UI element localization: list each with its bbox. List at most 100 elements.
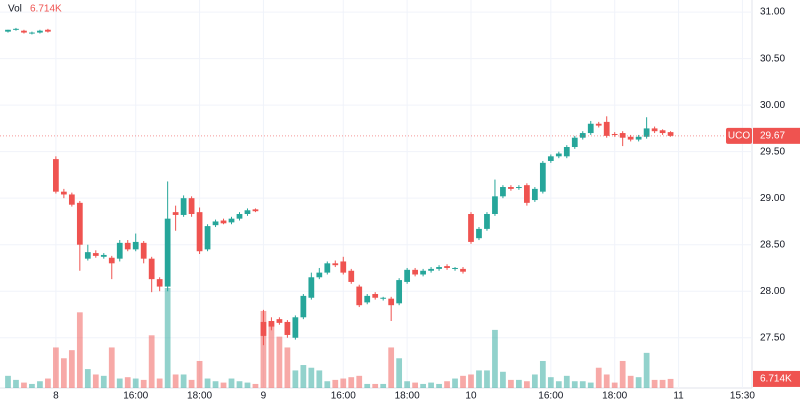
candle-body	[212, 221, 219, 226]
candle-body	[348, 270, 355, 282]
x-tick-label: 16:00	[331, 391, 356, 400]
volume-bar	[252, 383, 259, 388]
candle-body	[29, 32, 35, 34]
candle-body	[524, 185, 530, 203]
volume-bar	[5, 375, 11, 388]
last-volume-label: 6.714K	[760, 374, 792, 385]
volume-bar	[188, 379, 195, 388]
volume-bar	[412, 382, 418, 388]
volume-bar	[508, 379, 514, 388]
volume-bar	[643, 352, 650, 388]
candle-body	[76, 202, 83, 245]
volume-bar	[524, 381, 530, 388]
volume-bar	[220, 382, 227, 388]
y-tick-label: 29.00	[760, 193, 785, 204]
candle-body	[124, 242, 131, 250]
candle-body	[68, 194, 75, 205]
volume-bar	[372, 383, 379, 388]
volume-bar	[436, 383, 442, 388]
volume-bar	[428, 382, 434, 388]
volume-bar	[619, 360, 626, 388]
volume-bar	[627, 375, 634, 388]
candle-body	[228, 218, 235, 223]
candle-body	[308, 277, 315, 298]
candle-body	[260, 321, 267, 336]
candle-body	[204, 226, 211, 250]
volume-bar	[260, 310, 267, 388]
volume-bar	[468, 374, 474, 388]
candle-body	[396, 280, 403, 304]
volume-bar	[356, 375, 363, 388]
volume-bar	[539, 360, 546, 388]
candle-body	[603, 121, 610, 136]
candle-body	[460, 268, 466, 272]
candle-body	[316, 272, 323, 278]
symbol-label: UCO	[728, 130, 750, 141]
candle-body	[484, 214, 490, 229]
volume-bar	[84, 369, 91, 388]
volume-bar	[180, 374, 187, 388]
candle-body	[388, 298, 395, 306]
volume-bar	[108, 347, 115, 388]
candle-body	[340, 261, 347, 273]
volume-bar	[516, 379, 522, 388]
candle-body	[452, 267, 458, 269]
candle-body	[140, 242, 147, 259]
candle-body	[595, 123, 602, 126]
candle-body	[635, 136, 642, 140]
volume-bar	[500, 371, 506, 388]
candle-body	[492, 196, 498, 215]
candle-body	[412, 269, 418, 275]
volume-bar	[547, 377, 554, 388]
candle-body	[284, 321, 291, 335]
x-tick-label: 18:00	[602, 391, 627, 400]
volume-bar	[292, 370, 299, 388]
candle-body	[587, 123, 594, 134]
candle-body	[539, 162, 546, 192]
volume-bar	[404, 381, 411, 388]
candle-body	[468, 214, 474, 242]
volume-bar	[460, 375, 466, 388]
volume-bar	[563, 375, 570, 388]
volume-bar	[396, 358, 403, 388]
volume-bar	[140, 379, 147, 388]
candle-body	[148, 258, 155, 280]
candle-body	[292, 317, 299, 338]
candle-body	[108, 257, 115, 264]
volume-bar	[276, 336, 283, 388]
x-tick-label: 18:00	[395, 391, 420, 400]
y-tick-label: 27.50	[760, 332, 785, 343]
volume-bar	[348, 377, 355, 388]
volume-bar	[308, 367, 315, 388]
volume-bar	[236, 381, 243, 388]
volume-bar	[611, 382, 618, 388]
volume-bar	[316, 370, 323, 388]
candle-body	[236, 214, 243, 219]
volume-bar	[68, 350, 75, 388]
volume-bar	[492, 329, 498, 388]
last-price-badge	[753, 127, 800, 144]
volume-bar	[29, 383, 35, 388]
candle-body	[356, 286, 363, 306]
candle-body	[372, 294, 379, 298]
volume-bar	[244, 382, 251, 388]
candle-body	[196, 212, 203, 252]
volume-bar	[444, 381, 450, 388]
x-tick-label: 16:00	[538, 391, 563, 400]
volume-bar	[268, 323, 275, 388]
candle-body	[180, 198, 187, 215]
candle-body	[156, 279, 163, 287]
candle-body	[332, 263, 339, 266]
volume-bar	[332, 379, 339, 388]
volume-bar	[603, 374, 610, 388]
volume-bar	[212, 381, 219, 388]
volume-bar	[420, 383, 426, 388]
volume-bar	[595, 367, 602, 388]
candle-body	[172, 212, 179, 215]
candle-body	[516, 187, 522, 189]
candle-body	[619, 133, 626, 138]
candle-body	[659, 130, 666, 134]
volume-bar	[300, 365, 307, 388]
